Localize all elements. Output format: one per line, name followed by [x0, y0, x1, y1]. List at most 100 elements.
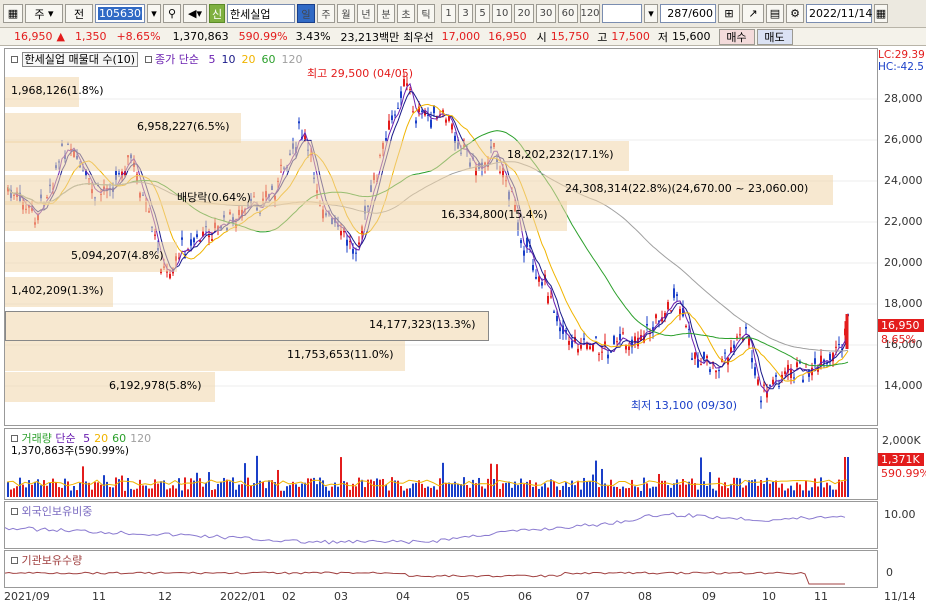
- volume-bar: [25, 487, 27, 497]
- volume-bar: [58, 487, 60, 497]
- volume-bar: [79, 482, 81, 497]
- volume-bar: [136, 488, 138, 497]
- interval-tab[interactable]: 20: [514, 4, 534, 23]
- volume-bar: [595, 460, 597, 497]
- volume-bar: [388, 490, 390, 497]
- volume-bar: [619, 488, 621, 497]
- candle-body: [661, 317, 663, 322]
- candle-body: [628, 346, 630, 351]
- volume-bar: [328, 490, 330, 497]
- volume-bar: [421, 483, 423, 497]
- interval-tab[interactable]: 30: [536, 4, 556, 23]
- volume-bar: [478, 477, 480, 497]
- period-tab[interactable]: 년: [357, 4, 375, 23]
- date-field[interactable]: 2022/11/14: [806, 4, 872, 23]
- period-tab[interactable]: 주: [317, 4, 335, 23]
- save-icon[interactable]: ▤: [766, 4, 784, 23]
- candle-body: [667, 302, 669, 310]
- volume-bar: [703, 481, 705, 497]
- interval-tab[interactable]: 10: [492, 4, 512, 23]
- candle-body: [604, 341, 606, 346]
- market-select[interactable]: 주 ▾: [25, 4, 63, 23]
- volume-bar: [559, 490, 561, 497]
- interval-tab[interactable]: 1: [441, 4, 456, 23]
- interval-tab[interactable]: 3: [458, 4, 473, 23]
- interval-input[interactable]: [602, 4, 642, 23]
- sell-button[interactable]: 매도: [756, 28, 793, 45]
- volume-bar: [766, 477, 768, 497]
- period-tab[interactable]: 초: [397, 4, 415, 23]
- credit-badge: 신: [209, 4, 225, 23]
- volume-bar: [268, 480, 270, 497]
- code-input[interactable]: 105630: [95, 4, 145, 23]
- volume-bar: [436, 489, 438, 497]
- time-axis-label: 07: [576, 590, 590, 603]
- interval-dropdown-button[interactable]: ▾: [644, 4, 658, 23]
- volume-bar: [40, 485, 42, 497]
- volume-bar: [220, 482, 222, 497]
- volume-bar: [460, 484, 462, 497]
- candle-body: [385, 138, 387, 141]
- candle-body: [421, 110, 423, 113]
- count-field[interactable]: 287/600: [660, 4, 716, 23]
- volume-bar: [613, 486, 615, 497]
- candle-body: [415, 120, 417, 124]
- volume-bar: [550, 479, 552, 497]
- grid-icon[interactable]: ▦: [3, 4, 23, 23]
- time-axis-label: 11/14: [884, 590, 916, 603]
- interval-tab[interactable]: 120: [580, 4, 600, 23]
- volume-bar: [481, 486, 483, 497]
- candle-body: [742, 338, 744, 341]
- settings-icon[interactable]: ⚙: [786, 4, 804, 23]
- period-tab[interactable]: 분: [377, 4, 395, 23]
- interval-tab[interactable]: 5: [475, 4, 490, 23]
- volume-bar: [532, 486, 534, 497]
- chart-type-icon[interactable]: ⊞: [718, 4, 740, 23]
- volume-bar: [292, 481, 294, 497]
- volume-bar: [730, 483, 732, 497]
- volume-bar: [28, 480, 30, 497]
- foreign-axis: 10.00: [878, 501, 926, 549]
- sound-icon[interactable]: ◀▾: [183, 4, 207, 23]
- volume-bar: [241, 484, 243, 497]
- volume-bar: [490, 463, 492, 497]
- volume-bar: [169, 488, 171, 497]
- volume-bar: [547, 487, 549, 497]
- volume-bar: [430, 487, 432, 497]
- candle-body: [766, 391, 768, 398]
- buy-button[interactable]: 매수: [718, 28, 755, 45]
- volume-bar: [787, 488, 789, 497]
- stock-name-field[interactable]: 한세실업: [227, 4, 295, 23]
- period-tab[interactable]: 일: [297, 4, 315, 23]
- dividend-label: 배당락(0.64%): [177, 191, 251, 204]
- candle-body: [613, 335, 615, 345]
- volume-bar: [340, 457, 342, 497]
- interval-tab[interactable]: 60: [558, 4, 578, 23]
- calendar-icon[interactable]: ▦: [874, 4, 888, 23]
- volume-bar: [385, 484, 387, 497]
- code-dropdown-button[interactable]: ▾: [147, 4, 161, 23]
- candle-body: [634, 336, 636, 343]
- volume-bar: [733, 477, 735, 497]
- volume-bar: [520, 478, 522, 497]
- volume-bar: [163, 480, 165, 497]
- legend-box-icon: [11, 56, 18, 63]
- market2-select[interactable]: 전: [65, 4, 93, 23]
- tools-icon[interactable]: ↗: [742, 4, 764, 23]
- volume-bar: [676, 479, 678, 497]
- price-tick-label: 16,000: [884, 338, 923, 351]
- volume-bar: [244, 463, 246, 497]
- candle-body: [580, 345, 582, 349]
- period-tab[interactable]: 월: [337, 4, 355, 23]
- candle-body: [553, 311, 555, 313]
- volume-bar: [94, 482, 96, 497]
- ma-legend-item: 60: [261, 53, 276, 66]
- volume-bar: [325, 486, 327, 497]
- volume-profile-label: 24,308,314(22.8%)(24,670.00 ~ 23,060.00): [565, 182, 809, 195]
- search-icon[interactable]: ⚲: [163, 4, 181, 23]
- candle-body: [787, 364, 789, 373]
- volume-bar: [343, 481, 345, 497]
- period-tab[interactable]: 틱: [417, 4, 435, 23]
- candle-body: [547, 295, 549, 304]
